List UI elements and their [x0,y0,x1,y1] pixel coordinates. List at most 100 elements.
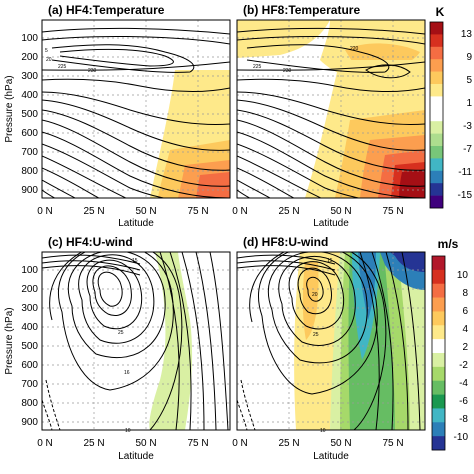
colorbar-label: 8 [462,288,468,299]
colorbar-swatch [432,408,445,423]
panel-c-xlabel: Latitude [118,451,154,462]
y-tick: 800 [21,166,38,177]
panel-c-title: (c) HF4:U-wind [48,235,133,249]
colorbar-wind-labels: 10 8 6 4 2 -2 -4 -6 -8 -10 [454,270,469,443]
colorbar-temperature-swatches [429,21,444,209]
colorbar-label: -10 [454,432,469,443]
colorbar-label: -15 [458,190,473,201]
x-tick: 50 N [330,438,351,449]
anomaly-minus10 [390,252,425,272]
colorbar-wind-swatches [431,255,446,451]
y-tick: 600 [21,128,38,139]
colorbar-label: -11 [458,167,472,178]
colorbar-temperature-labels: 13 9 5 1 -3 -7 -11 -15 [458,29,473,201]
panel-a-frame [41,19,231,199]
colorbar-swatch [430,195,443,209]
colorbar-label: 6 [462,306,468,317]
panel-c-contour-labels: 15 25 10 16 [118,258,138,434]
panel-d-negative-contours [237,379,256,430]
colorbar-swatch [432,353,445,368]
y-tick: 900 [21,185,38,196]
panel-b: (b) HF8:Temperature [218,3,426,229]
x-tick: 0 N [37,206,53,217]
colorbar-swatch [430,170,443,184]
colorbar-temperature: K 13 9 5 1 -3 -7 -11 -15 [429,5,473,209]
panel-d-x-ticks: 0 N 25 N 50 N 75 N [232,438,403,449]
panel-c-ylabel: Pressure (hPa) [4,307,15,374]
colorbar-swatch [432,325,445,340]
contour-label: 15 [327,258,333,264]
contour-label: 25 [118,330,124,336]
y-tick: 200 [21,52,38,63]
colorbar-swatch [432,422,445,437]
panel-d: (d) HF8:U-wind [232,235,426,462]
x-tick: 25 N [278,206,299,217]
contour-label: 225 [58,64,67,70]
x-tick: 50 N [135,206,156,217]
panel-a-contours [42,27,230,198]
panel-c-y-ticks: 100 200 300 400 500 600 700 800 900 [21,265,38,428]
colorbar-swatch [432,366,445,382]
y-tick: 100 [21,265,38,276]
panel-b-frame [236,19,426,199]
colorbar-swatch [430,84,443,97]
panel-d-contour-labels: 15 20 25 10 [312,258,333,434]
colorbar-label: 5 [466,75,472,86]
x-tick: 50 N [330,206,351,217]
panel-c-frame [41,251,231,431]
colorbar-label: -3 [463,121,472,132]
anomaly-13 [399,170,425,198]
colorbar-swatch [430,71,443,85]
x-tick: 25 N [83,206,104,217]
colorbar-swatch [430,158,443,172]
colorbar-label: -7 [463,144,472,155]
panel-a-xlabel: Latitude [118,218,154,229]
y-tick: 400 [21,322,38,333]
colorbar-label: -2 [459,360,468,371]
y-tick: 700 [21,379,38,390]
colorbar-wind: m/s 10 8 6 4 2 -2 -4 -6 -8 -10 [431,237,469,451]
y-tick: 800 [21,398,38,409]
panel-c-shading [149,252,193,430]
contour-label: 230 [283,68,292,74]
colorbar-swatch [430,96,443,110]
contour-label: 10 [320,428,326,434]
colorbar-swatch [430,121,443,134]
panel-a-x-ticks: 0 N 25 N 50 N 75 N [37,206,208,217]
panel-c-x-ticks: 0 N 25 N 50 N 75 N [37,438,208,449]
colorbar-label: -4 [459,378,468,389]
panel-d-title: (d) HF8:U-wind [243,235,328,249]
x-tick: 75 N [187,438,208,449]
x-tick: 25 N [83,438,104,449]
colorbar-swatch [430,133,443,147]
panel-b-contour-labels: 225 230 220 [253,46,359,74]
colorbar-label: 1 [466,98,472,109]
panel-b-title: (b) HF8:Temperature [243,3,360,17]
colorbar-label: 13 [461,29,473,40]
colorbar-label: 4 [462,324,468,335]
contour-label: 20 [46,57,52,63]
anomaly-7-9 [196,172,230,198]
y-tick: 500 [21,109,38,120]
contour-label: 5 [45,48,48,54]
panel-b-y-ticks: 100 [218,33,235,44]
colorbar-swatch [430,146,443,159]
colorbar-swatch [432,311,445,326]
y-tick: 300 [21,71,38,82]
anomaly-minus2-minus4 [149,252,193,430]
panel-c-negative-contours [42,379,61,430]
panel-b-contours [237,27,425,198]
colorbar-temperature-unit: K [436,5,445,19]
y-tick: 700 [21,147,38,158]
colorbar-swatch [432,436,445,451]
colorbar-swatch [430,46,443,60]
panel-a-shading [150,70,230,198]
y-tick: 100 [21,33,38,44]
contour-label: 20 [312,292,318,298]
panel-a: (a) HF4:Temperature [4,3,231,229]
panel-d-contours [237,252,421,430]
x-tick: 50 N [135,438,156,449]
colorbar-swatch [432,256,445,271]
colorbar-swatch [430,108,443,122]
